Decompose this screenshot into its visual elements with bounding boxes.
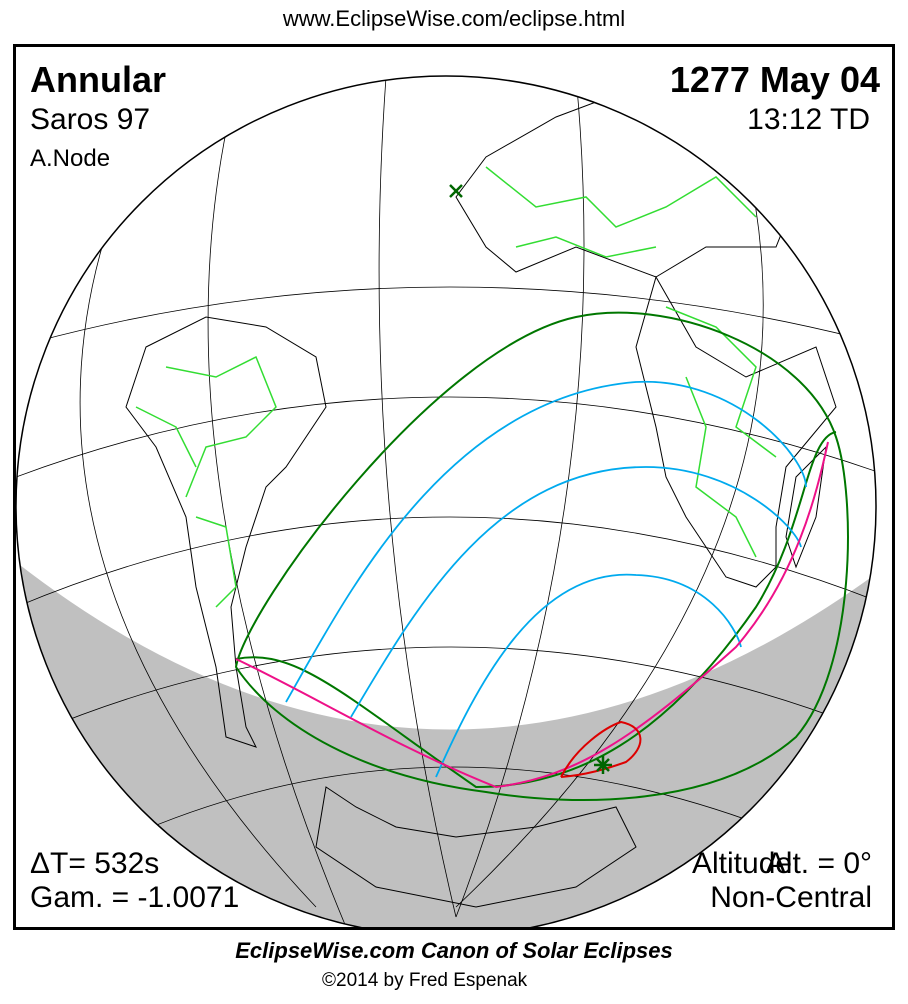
node: A.Node — [30, 145, 111, 172]
magnitude-curves — [285, 381, 807, 778]
saros-number: Saros 97 — [30, 103, 151, 136]
eclipse-map-frame: Annular Saros 97 A.Node 1277 May 04 13:1… — [13, 44, 895, 930]
rise-set-curve — [235, 441, 829, 789]
gamma: Gam. = -1.0071 — [30, 881, 240, 914]
footer-title: EclipseWise.com Canon of Solar Eclipses — [235, 938, 673, 963]
altitude-label-overlap: Altitude — [692, 847, 793, 880]
max-eclipse-curve — [560, 720, 642, 778]
url-header: www.EclipseWise.com/eclipse.html — [282, 6, 626, 31]
eclipse-type: Annular — [30, 59, 167, 100]
footer-copyright: ©2014 by Fred Espenak — [322, 970, 528, 991]
altitude: Alt. = 0° — [765, 847, 872, 880]
centrality: Non-Central — [710, 881, 872, 914]
country-borders — [135, 166, 777, 608]
penumbral-limit-curves — [234, 311, 849, 801]
graticule — [16, 76, 876, 927]
eclipse-date: 1277 May 04 — [669, 59, 880, 100]
subsolar-point-x-icon — [449, 184, 463, 198]
night-shading — [16, 562, 876, 927]
greatest-eclipse-marker-icon — [594, 756, 612, 774]
eclipse-time: 13:12 TD — [747, 103, 870, 136]
globe-map — [16, 75, 877, 927]
delta-t: ΔT= 532s — [30, 847, 160, 880]
